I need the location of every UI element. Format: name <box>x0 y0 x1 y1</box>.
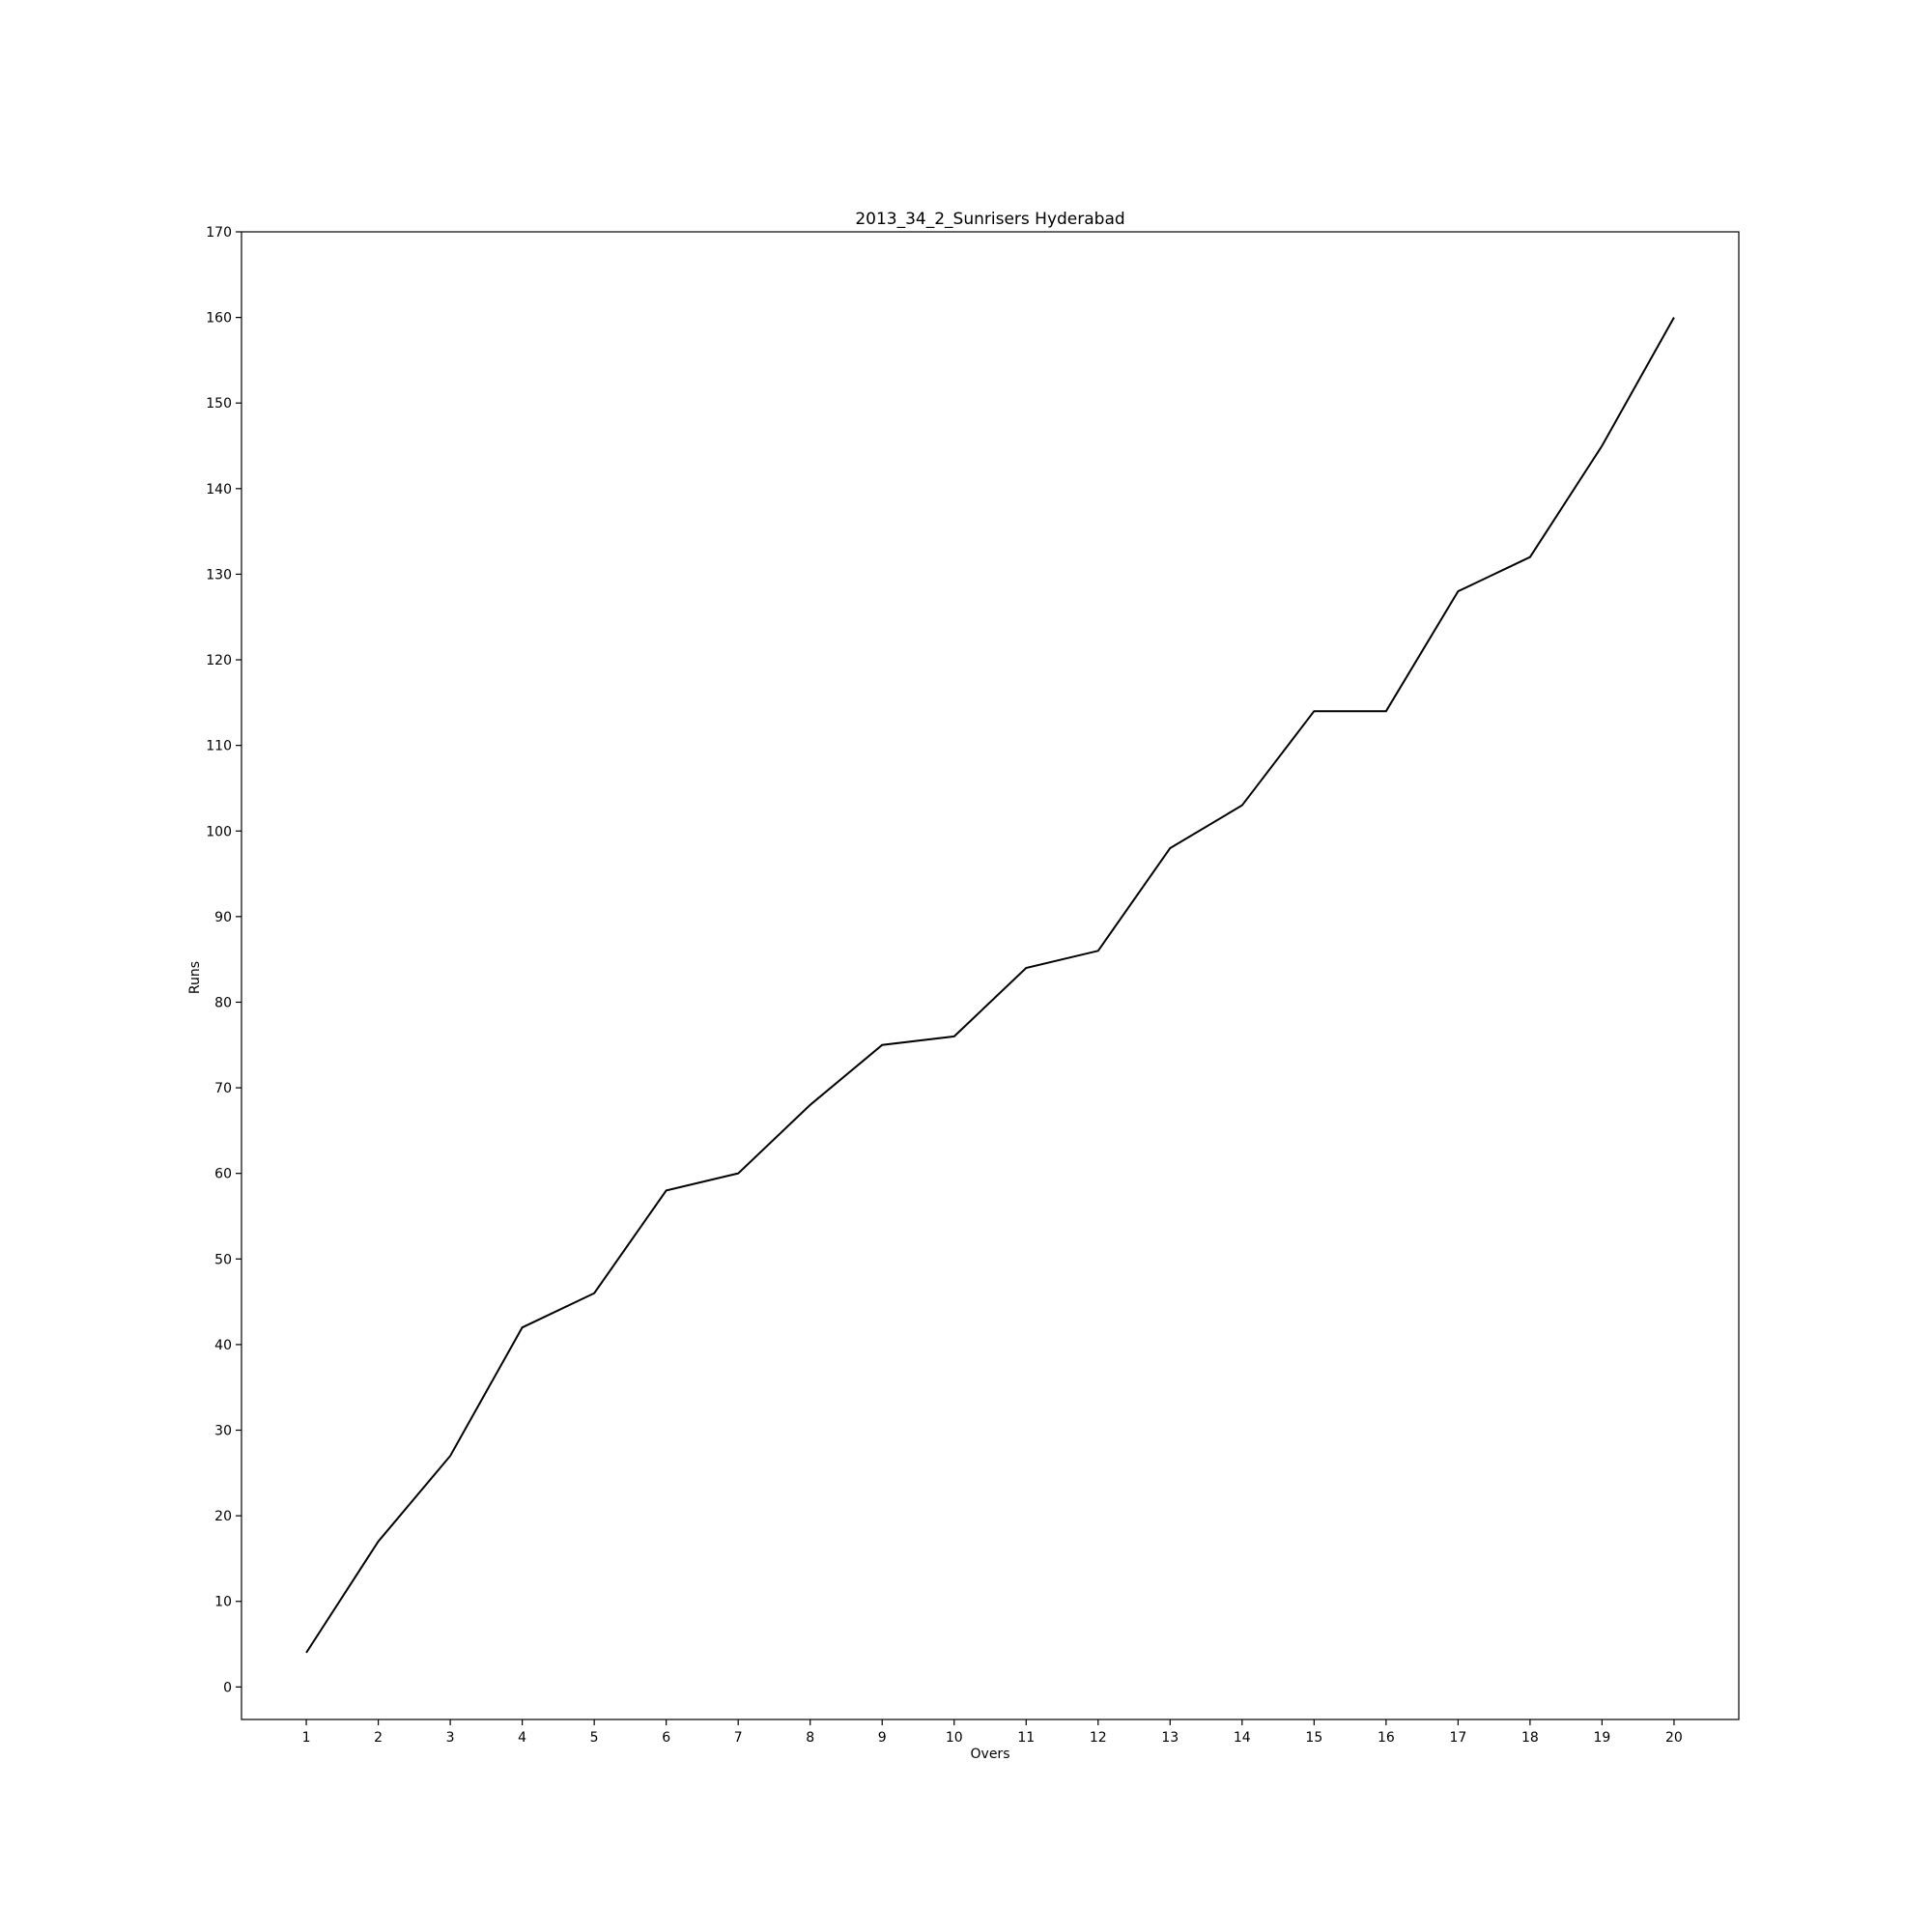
y-tick-label: 150 <box>206 396 232 412</box>
x-tick-label: 18 <box>1521 1730 1539 1746</box>
y-tick-label: 80 <box>214 995 232 1010</box>
x-tick-label: 6 <box>662 1730 670 1746</box>
x-tick-label: 11 <box>1017 1730 1035 1746</box>
x-tick-label: 14 <box>1234 1730 1251 1746</box>
x-tick-label: 5 <box>590 1730 599 1746</box>
y-tick-label: 130 <box>206 567 232 582</box>
x-tick-label: 4 <box>518 1730 526 1746</box>
y-tick-label: 40 <box>214 1338 232 1353</box>
x-tick-label: 9 <box>878 1730 887 1746</box>
y-tick-label: 160 <box>206 311 232 327</box>
x-tick-label: 16 <box>1378 1730 1395 1746</box>
x-tick-label: 12 <box>1090 1730 1107 1746</box>
plot-area <box>241 231 1740 1720</box>
y-axis-ticks: 0 10 20 30 40 50 60 70 80 90 100 110 120 130 140 150 160… <box>206 225 242 1695</box>
y-tick-label: 20 <box>214 1509 232 1524</box>
x-tick-label: 7 <box>734 1730 743 1746</box>
chart-title: 2013_34_2_Sunrisers Hyderabad <box>855 210 1124 229</box>
y-tick-label: 110 <box>206 739 232 754</box>
y-tick-label: 30 <box>214 1424 232 1439</box>
y-tick-label: 170 <box>206 225 232 241</box>
x-axis-label: Overs <box>971 1747 1010 1762</box>
y-tick-label: 60 <box>214 1167 232 1182</box>
y-axis-label: Runs <box>187 961 203 994</box>
x-tick-label: 3 <box>446 1730 455 1746</box>
y-tick-label: 50 <box>214 1252 232 1267</box>
y-tick-label: 140 <box>206 482 232 497</box>
x-tick-label: 8 <box>806 1730 814 1746</box>
y-tick-label: 100 <box>206 824 232 839</box>
x-tick-label: 10 <box>946 1730 963 1746</box>
y-tick-label: 90 <box>214 910 232 925</box>
y-tick-label: 120 <box>206 653 232 668</box>
x-tick-label: 20 <box>1665 1730 1683 1746</box>
x-tick-label: 15 <box>1305 1730 1322 1746</box>
y-tick-label: 70 <box>214 1081 232 1096</box>
y-tick-label: 10 <box>214 1595 232 1610</box>
x-tick-label: 19 <box>1593 1730 1610 1746</box>
x-axis-ticks: 1 2 3 4 5 6 7 8 9 10 11 12 13 14 15 16 17 18 19 20 <box>302 1719 1683 1746</box>
series-line <box>305 317 1675 1654</box>
y-tick-label: 0 <box>223 1680 232 1695</box>
x-tick-label: 1 <box>302 1730 311 1746</box>
x-tick-label: 2 <box>374 1730 383 1746</box>
x-tick-label: 13 <box>1161 1730 1179 1746</box>
x-tick-label: 17 <box>1449 1730 1466 1746</box>
